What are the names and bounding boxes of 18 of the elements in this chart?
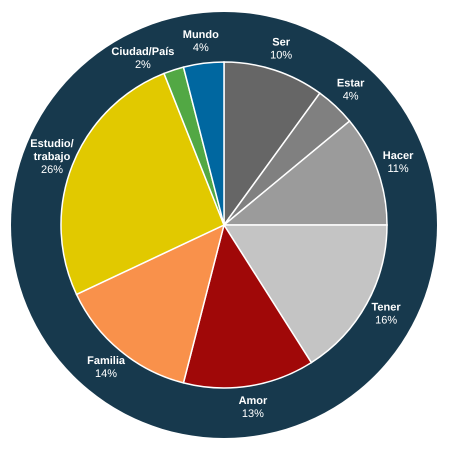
- slice-label: Ser: [272, 36, 291, 49]
- data-label: 10%: [270, 50, 292, 62]
- slice-label: Amor: [238, 395, 268, 408]
- slice-label: Tener: [372, 302, 402, 314]
- data-label: 4%: [192, 42, 209, 54]
- slice-label: Hacer: [382, 150, 414, 162]
- slice-label: Mundo: [182, 28, 220, 41]
- data-label: 13%: [242, 408, 264, 420]
- data-label: 26%: [40, 164, 64, 176]
- slice-label: Ciudad/País: [111, 46, 174, 58]
- data-label: 16%: [375, 314, 398, 327]
- data-label: 4%: [342, 90, 359, 103]
- slice-label: Estudio/trabajo: [30, 138, 74, 163]
- data-label: 11%: [387, 162, 409, 175]
- slice-label: Estar: [336, 78, 366, 90]
- data-label: 2%: [134, 59, 152, 72]
- slice-label: Familia: [87, 355, 126, 368]
- data-label: 14%: [95, 368, 118, 380]
